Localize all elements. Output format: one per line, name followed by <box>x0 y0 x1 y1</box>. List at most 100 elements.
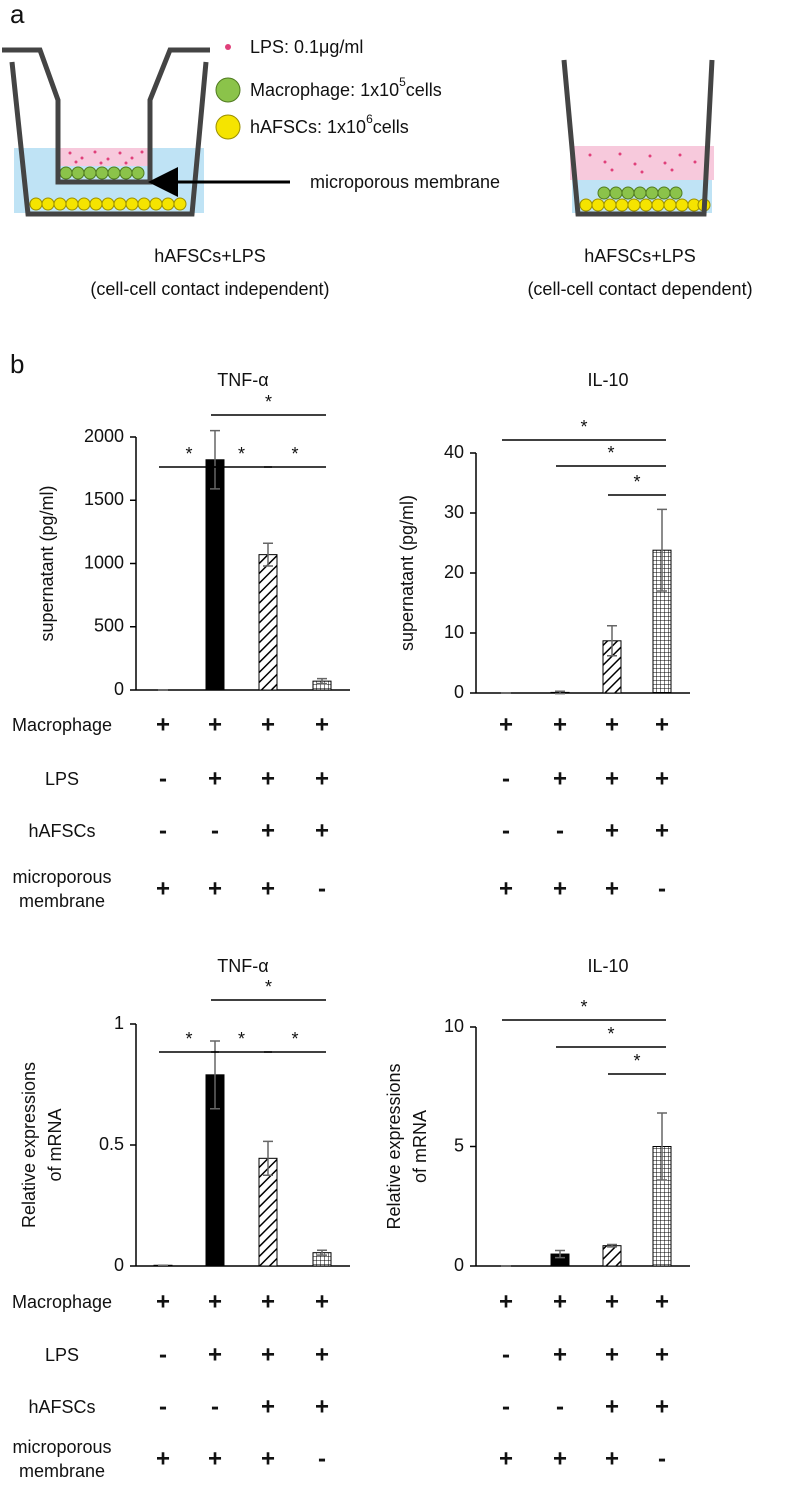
condition-sign: + <box>499 1445 513 1472</box>
legend-text: cells <box>373 117 409 137</box>
condition-sign: - <box>318 875 326 902</box>
condition-sign: + <box>208 765 222 792</box>
condition-sign: + <box>315 1341 329 1368</box>
caption: hAFSCs+LPS <box>584 246 696 266</box>
bar <box>258 554 278 691</box>
legend-label: LPS: 0.1μg/ml <box>250 37 363 57</box>
legend-swatch <box>225 44 231 50</box>
condition-sign: - <box>556 817 564 844</box>
error-bar <box>555 690 565 695</box>
legend-swatch <box>215 114 241 140</box>
significance-label: * <box>265 392 272 412</box>
row-label: microporous <box>12 1437 111 1457</box>
condition-sign: + <box>605 817 619 844</box>
legend-text: cells <box>406 80 442 100</box>
legend-text: hAFSCs: 1x10 <box>250 117 366 137</box>
row-label: LPS <box>45 1345 79 1365</box>
significance-label: * <box>185 1029 192 1049</box>
condition-sign: + <box>553 1288 567 1315</box>
y-tick-label: 40 <box>444 442 464 462</box>
panel-label: b <box>10 349 24 379</box>
condition-sign: - <box>211 817 219 844</box>
error-bar <box>657 1112 667 1181</box>
chart-title: TNF-α <box>217 956 268 976</box>
caption: hAFSCs+LPS <box>154 246 266 266</box>
condition-sign: - <box>211 1393 219 1420</box>
error-bar <box>210 429 220 490</box>
condition-sign: + <box>156 1445 170 1472</box>
panel-label: a <box>10 0 25 29</box>
condition-sign: + <box>655 817 669 844</box>
y-axis-label: Relative expressions <box>19 1062 39 1228</box>
significance-label: * <box>633 1051 640 1071</box>
condition-sign: + <box>315 1288 329 1315</box>
error-bar <box>317 1249 327 1256</box>
condition-sign: + <box>208 1445 222 1472</box>
row-label: Macrophage <box>12 715 112 735</box>
condition-sign: - <box>502 817 510 844</box>
condition-sign: + <box>655 711 669 738</box>
y-axis-label: of mRNA <box>45 1108 65 1181</box>
condition-sign: + <box>208 1341 222 1368</box>
condition-sign: + <box>605 1288 619 1315</box>
condition-sign: + <box>315 765 329 792</box>
significance-label: * <box>580 417 587 437</box>
bar <box>602 1245 622 1267</box>
condition-sign: - <box>556 1393 564 1420</box>
significance-label: * <box>238 1029 245 1049</box>
condition-sign: + <box>208 875 222 902</box>
row-label: membrane <box>19 1461 105 1481</box>
condition-sign: + <box>605 875 619 902</box>
y-tick-label: 0 <box>454 682 464 702</box>
y-tick-label: 1500 <box>84 489 124 509</box>
condition-sign: + <box>315 817 329 844</box>
legend-sup: 6 <box>366 112 373 126</box>
condition-sign: + <box>261 1288 275 1315</box>
y-axis-label: of mRNA <box>410 1110 430 1183</box>
y-axis-label: supernatant (pg/ml) <box>397 495 417 651</box>
transwell-diagram <box>2 47 290 217</box>
row-label: Macrophage <box>12 1292 112 1312</box>
significance-label: * <box>185 444 192 464</box>
condition-sign: - <box>502 1393 510 1420</box>
legend-text: Macrophage: 1x10 <box>250 80 399 100</box>
condition-sign: + <box>553 1445 567 1472</box>
legend-label: Macrophage: 1x105cells <box>250 75 442 100</box>
membrane-label: microporous membrane <box>310 172 500 192</box>
condition-sign: + <box>499 1288 513 1315</box>
condition-sign: + <box>655 765 669 792</box>
condition-sign: + <box>605 711 619 738</box>
condition-sign: + <box>655 1341 669 1368</box>
y-tick-label: 0 <box>114 1255 124 1275</box>
row-label: membrane <box>19 891 105 911</box>
error-bar <box>607 625 617 657</box>
y-tick-label: 1 <box>114 1013 124 1033</box>
condition-sign: + <box>605 1393 619 1420</box>
condition-sign: + <box>156 711 170 738</box>
condition-sign: + <box>499 711 513 738</box>
condition-sign: - <box>502 1341 510 1368</box>
condition-sign: + <box>499 875 513 902</box>
condition-sign: - <box>318 1445 326 1472</box>
significance-label: * <box>265 977 272 997</box>
condition-sign: - <box>159 765 167 792</box>
condition-sign: + <box>261 1445 275 1472</box>
condition-sign: + <box>261 711 275 738</box>
significance-label: * <box>580 997 587 1017</box>
legend-label: hAFSCs: 1x106cells <box>250 112 409 137</box>
y-tick-label: 2000 <box>84 426 124 446</box>
row-label: LPS <box>45 769 79 789</box>
significance-label: * <box>291 444 298 464</box>
significance-label: * <box>238 444 245 464</box>
error-bar <box>317 677 327 685</box>
condition-sign: - <box>159 1341 167 1368</box>
row-label: hAFSCs <box>28 821 95 841</box>
condition-sign: + <box>261 875 275 902</box>
caption: (cell-cell contact independent) <box>90 279 329 299</box>
bar <box>205 459 225 691</box>
error-bar <box>657 508 667 592</box>
condition-sign: + <box>553 711 567 738</box>
chart-title: TNF-α <box>217 370 268 390</box>
condition-sign: + <box>553 765 567 792</box>
